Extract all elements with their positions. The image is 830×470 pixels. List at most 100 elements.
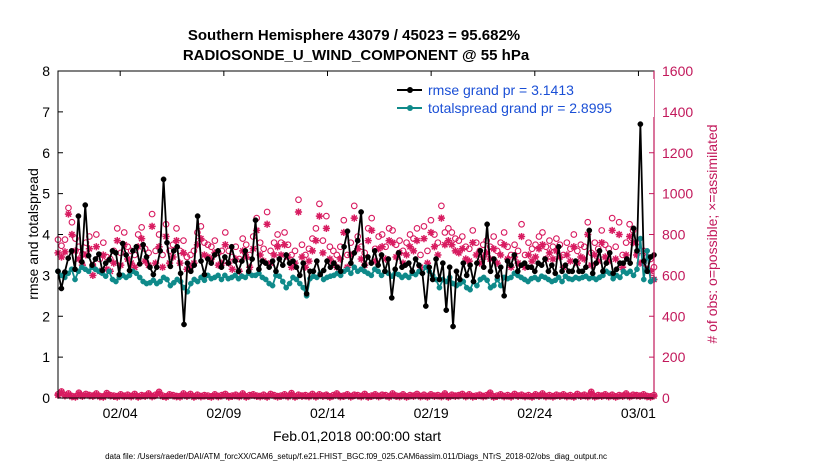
obs-assimilated-marker (256, 251, 264, 259)
obs-assimilated-surface-marker (124, 391, 132, 400)
rmse-point (191, 262, 198, 269)
y2-tick-label: 0 (662, 390, 670, 406)
rmse-point (542, 256, 548, 262)
obs-possible-marker (242, 241, 250, 249)
rmse-point (627, 260, 634, 266)
rmse-point (293, 264, 300, 271)
obs-possible-marker (514, 247, 522, 255)
obs-assimilated-marker (622, 251, 630, 259)
obs-assimilated-surface-marker (646, 393, 655, 401)
obs-assimilated-surface-marker (315, 391, 324, 399)
obs-possible-marker (458, 233, 466, 240)
obs-assimilated-marker (521, 263, 529, 271)
rmse-point (569, 268, 576, 275)
obs-assimilated-surface-marker (375, 393, 383, 401)
x-tick-label: 03/01 (621, 405, 656, 421)
obs-assimilated-marker (538, 241, 547, 249)
rmse-point (552, 270, 559, 277)
obs-possible-marker (455, 237, 463, 244)
footer-data-file: data file: /Users/raeder/DAI/ATM_forcXX/… (105, 452, 607, 461)
obs-assimilated-marker (392, 253, 400, 261)
rmse-point (388, 295, 395, 301)
obs-possible-marker (577, 241, 585, 249)
obs-assimilated-surface-marker (235, 393, 243, 401)
obs-assimilated-marker (301, 263, 310, 271)
legend-box (390, 79, 654, 117)
obs-assimilated-surface-marker (155, 389, 163, 397)
obs-assimilated-surface-marker (472, 392, 480, 400)
rmse-point (300, 260, 307, 266)
obs-assimilated-marker (158, 263, 167, 271)
obs-possible-marker (427, 216, 435, 224)
obs-assimilated-surface-marker (82, 391, 90, 399)
rmse-point (276, 256, 283, 262)
rmse-point (344, 228, 351, 235)
rmse-point (150, 271, 157, 278)
rmse-point (579, 268, 586, 275)
totalspread-point (508, 274, 514, 281)
obs-assimilated-surface-marker (542, 393, 550, 401)
x-tick-label: 02/04 (103, 405, 138, 421)
obs-assimilated-surface-marker (117, 391, 125, 399)
obs-assimilated-surface-marker (476, 391, 484, 400)
rmse-point (484, 221, 490, 228)
rmse-point (89, 262, 95, 269)
totalspread-point (491, 282, 497, 289)
totalspread-point (201, 277, 208, 284)
rmse-point (457, 276, 463, 283)
rmse-point (361, 262, 368, 269)
obs-assimilated-marker (608, 226, 616, 235)
obs-assimilated-marker (151, 259, 160, 267)
obs-assimilated-surface-marker (639, 391, 648, 399)
obs-assimilated-surface-marker (580, 391, 588, 400)
obs-assimilated-surface-marker (151, 391, 160, 400)
obs-possible-marker (350, 202, 358, 210)
obs-assimilated-surface-marker (148, 393, 156, 401)
rmse-point (640, 258, 647, 264)
rmse-point (320, 267, 327, 274)
obs-possible-marker (187, 251, 194, 259)
rmse-point (348, 260, 354, 266)
obs-assimilated-marker (420, 234, 428, 243)
y2-tick-label: 200 (662, 349, 686, 365)
rmse-point (416, 262, 422, 269)
totalspread-point (351, 264, 358, 271)
obs-possible-marker (385, 225, 393, 232)
totalspread-point (283, 284, 290, 291)
rmse-point (460, 260, 467, 266)
obs-assimilated-marker (368, 226, 376, 235)
totalspread-point (269, 282, 276, 289)
legend-spread-label: totalspread grand pr = 2.8995 (428, 100, 612, 116)
rmse-point (187, 268, 194, 275)
obs-assimilated-surface-marker (347, 393, 355, 401)
obs-assimilated-surface-marker (528, 393, 536, 401)
totalspread-point (637, 235, 644, 242)
obs-assimilated-surface-marker (134, 393, 142, 401)
obs-assimilated-marker (497, 251, 505, 259)
obs-assimilated-surface-marker (636, 392, 644, 400)
obs-possible-marker (61, 236, 69, 243)
rmse-point (324, 258, 330, 264)
obs-assimilated-surface-marker (267, 391, 275, 399)
obs-assimilated-surface-marker (399, 391, 407, 399)
obs-assimilated-marker (646, 267, 655, 275)
obs-assimilated-surface-marker (552, 391, 561, 400)
legend-spread-marker (407, 105, 413, 111)
obs-assimilated-surface-marker (507, 393, 515, 401)
rmse-point (96, 251, 102, 257)
totalspread-point (535, 276, 542, 283)
obs-possible-marker (535, 233, 543, 240)
rmse-point (232, 258, 238, 264)
rmse-point (586, 227, 593, 234)
rmse-point (310, 268, 317, 275)
obs-possible-marker (295, 196, 302, 204)
rmse-point (279, 262, 286, 269)
totalspread-point (106, 268, 112, 275)
rmse-point (327, 264, 334, 271)
obs-assimilated-surface-marker (340, 392, 348, 400)
totalspread-point (640, 276, 647, 283)
rmse-point (630, 225, 637, 232)
obs-possible-marker (180, 237, 187, 244)
obs-possible-marker (263, 208, 271, 216)
rmse-point (385, 256, 392, 262)
